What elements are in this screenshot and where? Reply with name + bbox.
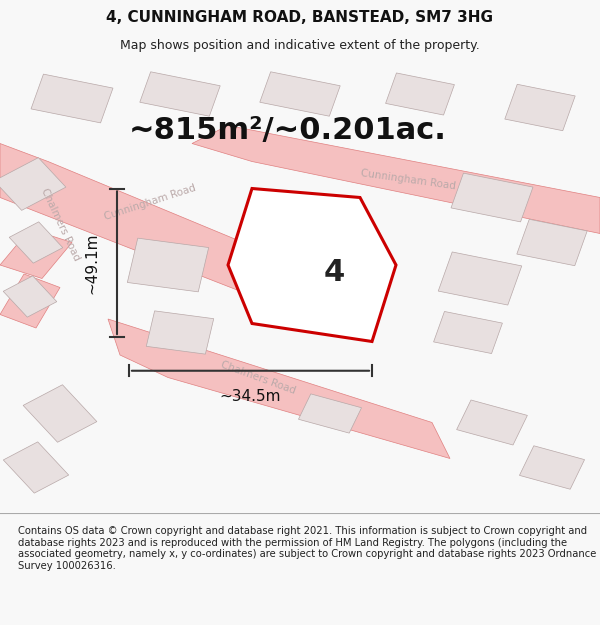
Text: 4, CUNNINGHAM ROAD, BANSTEAD, SM7 3HG: 4, CUNNINGHAM ROAD, BANSTEAD, SM7 3HG	[107, 10, 493, 25]
Text: Chalmers Road: Chalmers Road	[219, 359, 297, 396]
Text: ~49.1m: ~49.1m	[84, 232, 99, 294]
Polygon shape	[0, 229, 72, 279]
Text: Cunningham Road: Cunningham Road	[103, 182, 197, 222]
Polygon shape	[140, 72, 220, 116]
Text: Map shows position and indicative extent of the property.: Map shows position and indicative extent…	[120, 39, 480, 51]
Polygon shape	[23, 385, 97, 442]
Polygon shape	[127, 238, 209, 292]
Polygon shape	[517, 219, 587, 266]
Polygon shape	[0, 144, 330, 314]
Polygon shape	[3, 276, 57, 317]
Polygon shape	[228, 189, 396, 341]
Polygon shape	[192, 126, 600, 234]
Polygon shape	[146, 311, 214, 354]
Polygon shape	[298, 394, 362, 433]
Polygon shape	[434, 311, 502, 354]
Text: ~34.5m: ~34.5m	[220, 389, 281, 404]
Polygon shape	[451, 173, 533, 222]
Text: ~815m²/~0.201ac.: ~815m²/~0.201ac.	[129, 116, 447, 144]
Polygon shape	[0, 158, 66, 211]
Polygon shape	[31, 74, 113, 123]
Polygon shape	[520, 446, 584, 489]
Polygon shape	[4, 442, 68, 493]
Text: Contains OS data © Crown copyright and database right 2021. This information is : Contains OS data © Crown copyright and d…	[18, 526, 596, 571]
Polygon shape	[386, 73, 454, 115]
Polygon shape	[9, 222, 63, 263]
Polygon shape	[108, 319, 450, 459]
Polygon shape	[0, 274, 60, 328]
Text: Chalmers Road: Chalmers Road	[39, 187, 81, 262]
Polygon shape	[260, 72, 340, 116]
Polygon shape	[505, 84, 575, 131]
Polygon shape	[438, 252, 522, 305]
Polygon shape	[457, 400, 527, 445]
Text: 4: 4	[323, 258, 344, 287]
Text: Cunningham Road: Cunningham Road	[360, 168, 456, 191]
